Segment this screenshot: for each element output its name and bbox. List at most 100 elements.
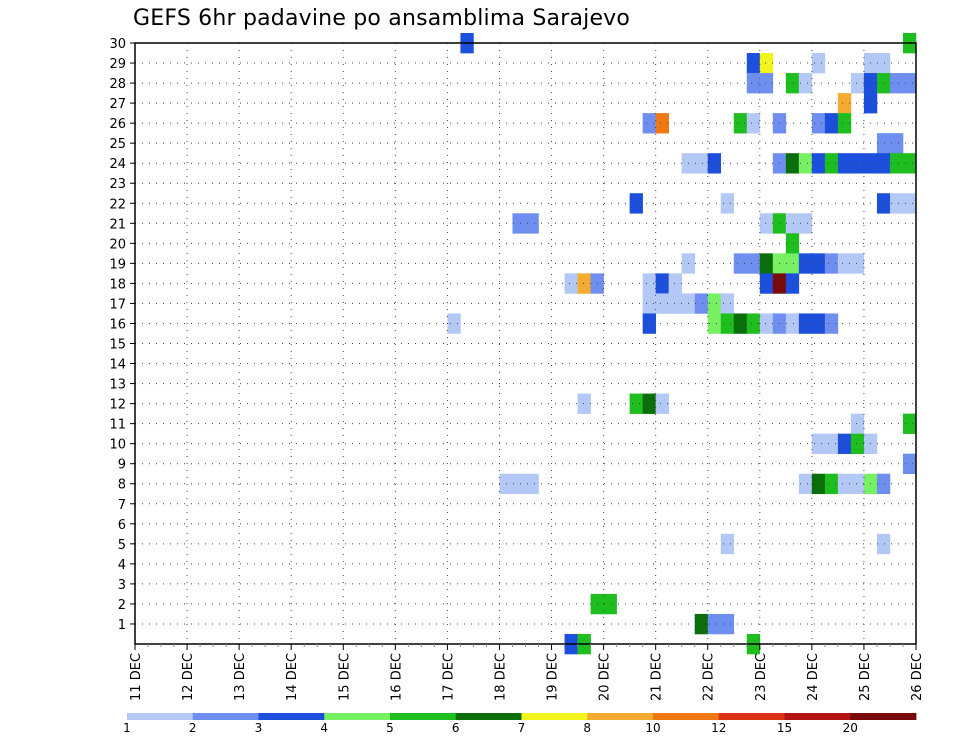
heatmap-cell [785, 273, 800, 294]
heatmap-cell [850, 433, 865, 454]
heatmap-cell [876, 53, 891, 74]
x-tick-label: 15 DEC [337, 653, 352, 701]
y-tick-label: 28 [109, 77, 126, 92]
heatmap-cell [902, 73, 917, 94]
y-tick-label: 6 [118, 518, 126, 533]
colorbar-label: 8 [583, 721, 591, 735]
heatmap-cell [759, 53, 774, 74]
y-tick-label: 9 [118, 458, 126, 473]
colorbar-label: 10 [645, 721, 660, 735]
heatmap-cell [876, 533, 891, 555]
heatmap-cell [811, 473, 826, 495]
y-tick-label: 25 [109, 137, 126, 152]
heatmap-cell [785, 253, 800, 274]
heatmap-cell [629, 193, 643, 214]
heatmap-cell [798, 313, 813, 334]
colorbar-label: 1 [123, 721, 131, 735]
heatmap-cell [824, 153, 839, 174]
heatmap-cell [811, 113, 826, 134]
heatmap-cell [642, 113, 656, 134]
heatmap-cell [837, 113, 852, 134]
y-tick-label: 14 [109, 358, 126, 373]
heatmap-cell [447, 313, 461, 334]
colorbar-swatch [784, 713, 851, 720]
y-tick-label: 24 [109, 157, 126, 172]
colorbar-swatch [258, 713, 325, 720]
x-tick-label: 12 DEC [181, 653, 196, 701]
y-tick-label: 2 [118, 598, 126, 613]
colorbar-swatch [653, 713, 720, 720]
colorbar-swatch [390, 713, 457, 720]
heatmap-cell [798, 253, 813, 274]
heatmap-cell [824, 113, 839, 134]
heatmap-cell [850, 73, 865, 94]
y-axis: 1234567891011121314151617181920212223242… [109, 37, 135, 633]
y-tick-label: 27 [109, 97, 126, 112]
heatmap-cell [707, 613, 722, 635]
heatmap-cell [525, 473, 539, 495]
colorbar-swatch [850, 713, 917, 720]
heatmap-cell [720, 533, 735, 555]
y-tick-label: 15 [109, 338, 126, 353]
heatmap-cell [655, 113, 669, 134]
heatmap-cell [824, 313, 839, 334]
heatmap-cell [798, 213, 813, 234]
heatmap-cell [837, 253, 852, 274]
heatmap-cell [655, 273, 669, 294]
colorbar-label: 6 [452, 721, 460, 735]
heatmap-cell [811, 313, 826, 334]
heatmap-cell [798, 473, 813, 495]
heatmap-cell [577, 393, 591, 414]
colorbar-swatch [324, 713, 391, 720]
heatmap-cell [629, 393, 643, 414]
x-tick-label: 24 DEC [806, 653, 821, 701]
heatmap-cell [512, 213, 526, 234]
heatmap-cell [720, 293, 735, 314]
y-tick-label: 30 [109, 37, 126, 52]
colorbar-swatch [455, 713, 522, 720]
colorbar: 1 2 3 4 5 6 7 8 10 12 15 20 [123, 713, 917, 735]
heatmap-cell [642, 393, 656, 414]
x-tick-label: 19 DEC [546, 653, 561, 701]
heatmap-cell [785, 213, 800, 234]
heatmap-cell [902, 413, 917, 434]
heatmap-cell [720, 613, 735, 635]
colorbar-label: 12 [711, 721, 726, 735]
heatmap-cell [746, 53, 761, 74]
y-tick-label: 22 [109, 197, 126, 212]
heatmap-cell [655, 293, 669, 314]
heatmap-cell [811, 253, 826, 274]
heatmap-cell [837, 473, 852, 495]
x-tick-label: 22 DEC [702, 653, 717, 701]
heatmap-cell [850, 253, 865, 274]
y-tick-label: 11 [109, 418, 126, 433]
x-tick-label: 20 DEC [598, 653, 613, 701]
heatmap-cell [564, 273, 578, 294]
heatmap-cell [759, 213, 774, 234]
gridlines [134, 42, 917, 644]
heatmap-cell [720, 193, 735, 214]
x-tick-label: 25 DEC [858, 653, 873, 701]
x-tick-label: 14 DEC [285, 653, 300, 701]
colorbar-swatch [192, 713, 259, 720]
heatmap-cell [876, 133, 891, 154]
colorbar-label: 2 [189, 721, 197, 735]
colorbar-swatch [718, 713, 785, 720]
heatmap-cell [759, 73, 774, 94]
heatmap-cell [668, 293, 682, 314]
heatmap-cell [850, 473, 865, 495]
heatmap-cell [759, 253, 774, 274]
heatmap-cell [889, 73, 904, 94]
heatmap-cell [694, 613, 709, 635]
y-tick-label: 23 [109, 177, 126, 192]
heatmap-cell [655, 393, 669, 414]
x-tick-label: 17 DEC [441, 653, 456, 701]
x-tick-label: 16 DEC [389, 653, 404, 701]
y-tick-label: 26 [109, 117, 126, 132]
heatmap-cell [733, 313, 748, 334]
x-tick-label: 21 DEC [650, 653, 665, 701]
colorbar-swatch [127, 713, 194, 720]
heatmap-cell [824, 253, 839, 274]
y-tick-label: 3 [118, 578, 126, 593]
heatmap-cell [889, 153, 904, 174]
